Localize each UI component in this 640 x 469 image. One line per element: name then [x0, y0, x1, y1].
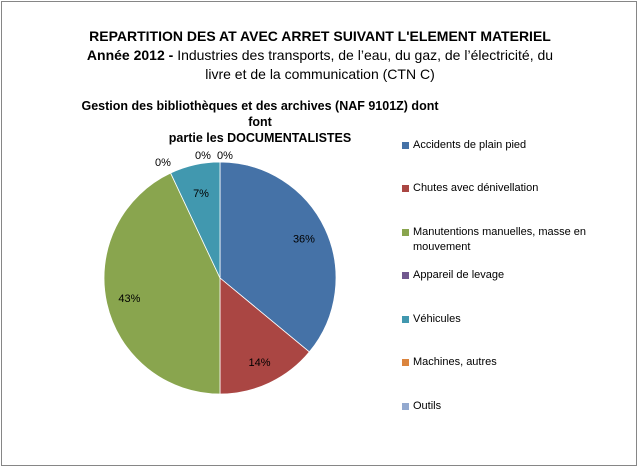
subtitle-line-2: partie les DOCUMENTALISTES	[168, 131, 352, 145]
legend-label: Machines, autres	[413, 356, 497, 368]
pie-slice-2	[103, 172, 221, 395]
pie-data-label-2: 43%	[118, 293, 140, 305]
legend-item: Machines, autres	[402, 355, 623, 370]
legend-swatch	[402, 185, 409, 192]
industry-line-1: Industries des transports, de l’eau, du …	[177, 47, 554, 63]
legend-item: Chutes avec dénivellation	[402, 181, 623, 196]
pie-slice-4	[170, 161, 221, 279]
chart-year-line: Année 2012 - Industries des transports, …	[0, 46, 640, 65]
pie-data-label-5: 0%	[195, 150, 211, 162]
chart-subtitle: Gestion des bibliothèques et des archive…	[80, 98, 440, 146]
subtitle-line-1: Gestion des bibliothèques et des archive…	[81, 99, 439, 129]
legend-label: Accidents de plain pied	[413, 139, 527, 151]
legend-swatch	[402, 272, 409, 279]
chart-title: REPARTITION DES AT AVEC ARRET SUIVANT L'…	[89, 28, 551, 44]
legend-swatch	[402, 229, 409, 236]
pie-data-label-0: 36%	[293, 233, 315, 245]
legend-item: Accidents de plain pied	[402, 138, 623, 153]
pie-data-label-4: 7%	[193, 188, 209, 200]
legend-item: Manutentions manuelles, masse en mouveme…	[402, 225, 623, 255]
legend-swatch	[402, 403, 409, 410]
pie-slice-0	[219, 161, 337, 353]
industry-line-2: livre et de la communication (CTN C)	[205, 66, 435, 82]
legend-item: Véhicules	[402, 312, 623, 327]
legend-swatch	[402, 142, 409, 149]
legend-label: Chutes avec dénivellation	[413, 182, 539, 194]
pie-data-label-6: 0%	[217, 150, 233, 162]
legend-label: Véhicules	[413, 313, 461, 325]
year-label: Année 2012 -	[86, 47, 174, 63]
legend-label: Appareil de levage	[413, 269, 505, 281]
legend-label: Outils	[413, 400, 442, 412]
legend-item: Appareil de levage	[402, 268, 623, 283]
legend-swatch	[402, 359, 409, 366]
chart-title-block: REPARTITION DES AT AVEC ARRET SUIVANT L'…	[0, 27, 640, 84]
legend-swatch	[402, 316, 409, 323]
pie-data-label-1: 14%	[248, 357, 270, 369]
legend-item: Outils	[402, 399, 623, 414]
legend-label: Manutentions manuelles, masse en mouveme…	[413, 226, 587, 253]
pie-data-label-3: 0%	[155, 157, 171, 169]
pie-slice-1	[219, 277, 310, 395]
